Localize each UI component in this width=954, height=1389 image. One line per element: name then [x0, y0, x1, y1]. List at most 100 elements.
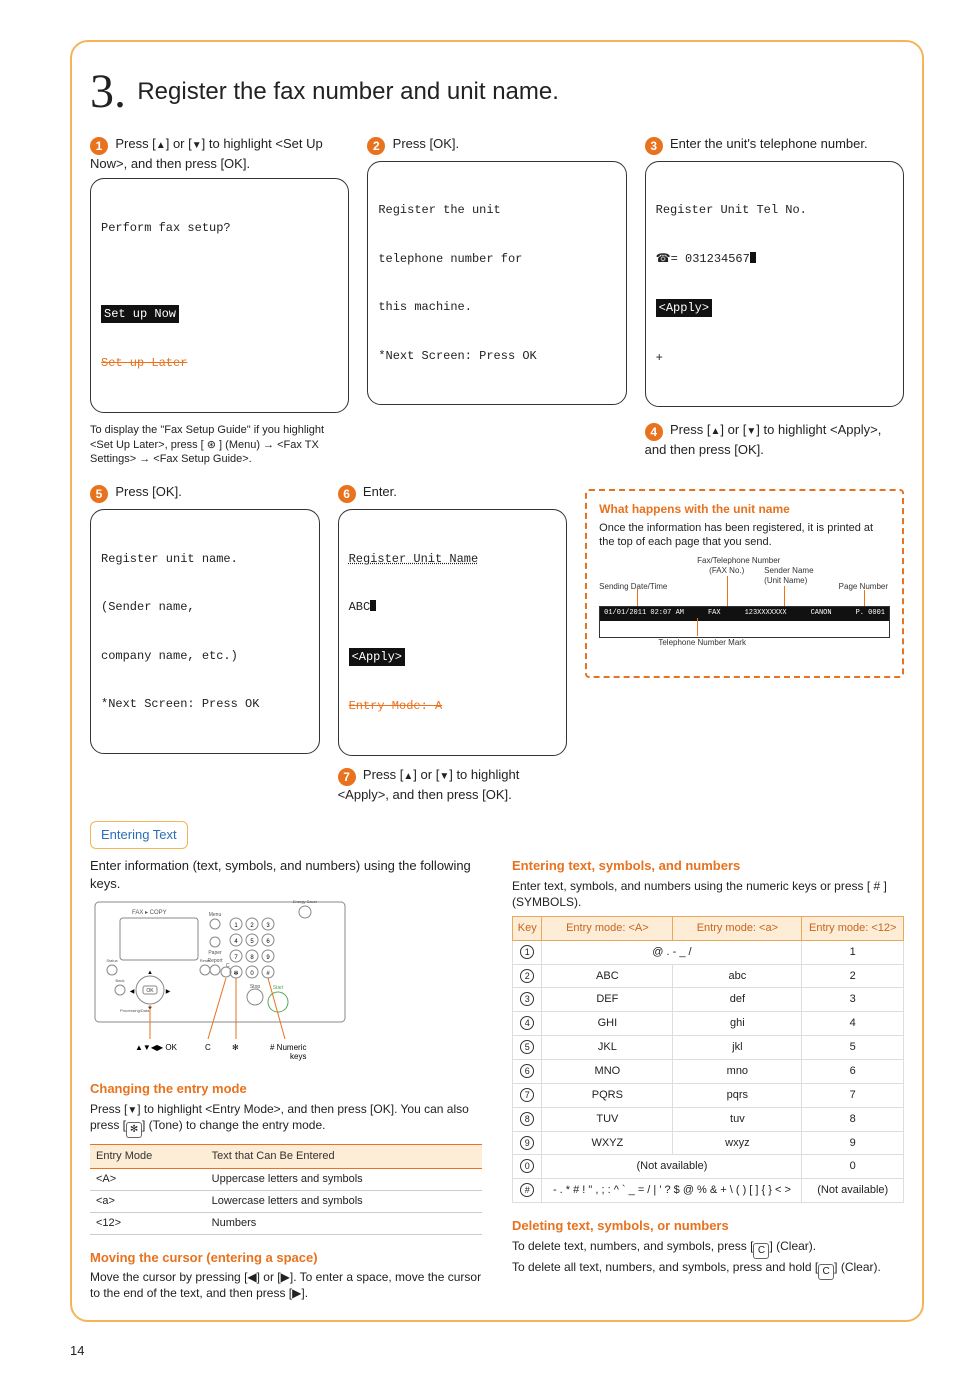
clear-key-icon: C — [753, 1243, 769, 1259]
svg-text:Reset: Reset — [200, 958, 211, 963]
up-icon: ▲ — [403, 771, 413, 782]
moving-cursor-title: Moving the cursor (entering a space) — [90, 1249, 482, 1267]
svg-text:keys: keys — [290, 1052, 306, 1061]
step-2: 2 Press [OK]. Register the unit telephon… — [367, 135, 626, 468]
dash-box: What happens with the unit name Once the… — [585, 489, 904, 678]
step-2-badge: 2 — [367, 137, 385, 155]
cursor-icon — [750, 252, 756, 263]
page-frame: 3. Register the fax number and unit name… — [70, 40, 924, 1322]
svg-text:✻: ✻ — [233, 970, 238, 977]
down-icon: ▼ — [192, 140, 202, 151]
svg-text:Paper: Paper — [208, 950, 222, 956]
table-row: 9WXYZwxyz9 — [513, 1131, 904, 1155]
left-column: Enter information (text, symbols, and nu… — [90, 857, 482, 1302]
dash-body: Once the information has been registered… — [599, 521, 890, 551]
lcd-6: Register Unit Name ABC <Apply> Entry Mod… — [338, 509, 568, 756]
entering-tsn-body: Enter text, symbols, and numbers using t… — [512, 878, 904, 910]
svg-text:Menu: Menu — [209, 912, 222, 918]
svg-text:Energy Saver: Energy Saver — [293, 899, 318, 904]
svg-text:1: 1 — [234, 923, 238, 929]
step-7: 7 Press [▲] or [▼] to highlight <Apply>,… — [338, 766, 568, 804]
table-row: 1@ . - _ /1 — [513, 940, 904, 964]
svg-text:Stop: Stop — [250, 984, 261, 990]
keys-table: Key Entry mode: <A> Entry mode: <a> Entr… — [512, 916, 904, 1203]
unit-name-explain: What happens with the unit name Once the… — [585, 483, 904, 803]
lcd3-apply: <Apply> — [656, 299, 712, 317]
step-7-badge: 7 — [338, 768, 356, 786]
svg-text:Start: Start — [273, 985, 284, 991]
entering-text-heading: Entering Text — [90, 821, 188, 849]
svg-text:8: 8 — [250, 955, 254, 961]
svg-text:FAX ▸ COPY: FAX ▸ COPY — [132, 910, 167, 916]
changing-mode-title: Changing the entry mode — [90, 1080, 482, 1098]
table-row: 4GHIghi4 — [513, 1012, 904, 1036]
step-1-text: Press [▲] or [▼] to highlight <Set Up No… — [90, 136, 323, 171]
step-3-badge: 3 — [645, 137, 663, 155]
lcd-3: Register Unit Tel No. ☎= 031234567 <Appl… — [645, 161, 904, 408]
section-title: Register the fax number and unit name. — [137, 76, 559, 108]
step-2-text: Press [OK]. — [393, 136, 459, 151]
lcd1-struck: Set up Later — [101, 355, 338, 371]
steps-row-1: 1 Press [▲] or [▼] to highlight <Set Up … — [90, 135, 904, 468]
down-icon: ▼ — [127, 1105, 137, 1116]
clear-key-icon: C — [818, 1264, 834, 1280]
step-5: 5 Press [OK]. Register unit name. (Sende… — [90, 483, 320, 803]
table-row: 7PQRSpqrs7 — [513, 1083, 904, 1107]
table-row: 8TUVtuv8 — [513, 1107, 904, 1131]
deleting-line2: To delete all text, numbers, and symbols… — [512, 1259, 904, 1280]
deleting-line1: To delete text, numbers, and symbols, pr… — [512, 1238, 904, 1259]
entering-intro: Enter information (text, symbols, and nu… — [90, 857, 482, 892]
svg-text:✻: ✻ — [232, 1043, 239, 1052]
svg-text:▶: ▶ — [166, 989, 171, 995]
table-row: <A>Uppercase letters and symbols — [90, 1169, 482, 1191]
step-3-text: Enter the unit's telephone number. — [670, 136, 868, 151]
lcd6-apply: <Apply> — [349, 648, 405, 666]
step-3: 3 Enter the unit's telephone number. Reg… — [645, 135, 904, 468]
svg-text:OK: OK — [146, 988, 154, 994]
changing-mode-body: Press [▼] to highlight <Entry Mode>, and… — [90, 1101, 482, 1139]
svg-text:4: 4 — [234, 939, 238, 945]
entering-tsn-title: Entering text, symbols, and numbers — [512, 857, 904, 875]
step-7-text: Press [▲] or [▼] to highlight <Apply>, a… — [338, 767, 520, 802]
step-6-badge: 6 — [338, 485, 356, 503]
table-row: 2ABCabc2 — [513, 964, 904, 988]
step-6-text: Enter. — [363, 484, 397, 499]
table-row: #- . * # ! " , ; : ^ ` _ = / | ' ? $ @ %… — [513, 1179, 904, 1203]
svg-text:7: 7 — [234, 955, 238, 961]
svg-text:▲: ▲ — [147, 970, 153, 976]
table-row: 6MNOmno6 — [513, 1060, 904, 1084]
svg-text:2: 2 — [250, 923, 254, 929]
table-row: 5JKLjkl5 — [513, 1036, 904, 1060]
note-setup-later: To display the "Fax Setup Guide" if you … — [90, 423, 349, 468]
deleting-title: Deleting text, symbols, or numbers — [512, 1217, 904, 1235]
table-row: 0(Not available)0 — [513, 1155, 904, 1179]
step-4-badge: 4 — [645, 423, 663, 441]
section-number: 3. — [90, 60, 126, 125]
up-icon: ▲ — [710, 426, 720, 437]
up-icon: ▲ — [156, 140, 166, 151]
svg-text:6: 6 — [266, 939, 270, 945]
svg-text:0: 0 — [250, 971, 254, 977]
entry-mode-table: Entry ModeText that Can Be Entered <A>Up… — [90, 1144, 482, 1234]
table-row: <a>Lowercase letters and symbols — [90, 1191, 482, 1213]
right-column: Entering text, symbols, and numbers Ente… — [512, 857, 904, 1302]
table-row: <12>Numbers — [90, 1212, 482, 1234]
control-panel-diagram: FAX ▸ COPY Menu Paper Report 123 456 789… — [90, 892, 350, 1062]
step-1-badge: 1 — [90, 137, 108, 155]
step-6: 6 Enter. Register Unit Name ABC <Apply> … — [338, 483, 568, 803]
svg-text:# Numeric: # Numeric — [270, 1043, 306, 1052]
entering-text-body: Enter information (text, symbols, and nu… — [90, 857, 904, 1302]
steps-row-2: 5 Press [OK]. Register unit name. (Sende… — [90, 483, 904, 803]
svg-text:3: 3 — [266, 923, 270, 929]
cursor-icon — [370, 600, 376, 611]
step-4-text: Press [▲] or [▼] to highlight <Apply>, a… — [645, 422, 882, 457]
svg-text:5: 5 — [250, 939, 254, 945]
lcd-5: Register unit name. (Sender name, compan… — [90, 509, 320, 754]
section-header: 3. Register the fax number and unit name… — [90, 60, 904, 125]
svg-text:▲▼◀▶ OK: ▲▼◀▶ OK — [135, 1043, 178, 1052]
star-key-icon: ✻ — [126, 1122, 142, 1138]
step-4: 4 Press [▲] or [▼] to highlight <Apply>,… — [645, 421, 904, 459]
step-5-text: Press [OK]. — [115, 484, 181, 499]
lcd1-selected: Set up Now — [101, 305, 179, 323]
down-icon: ▼ — [439, 771, 449, 782]
